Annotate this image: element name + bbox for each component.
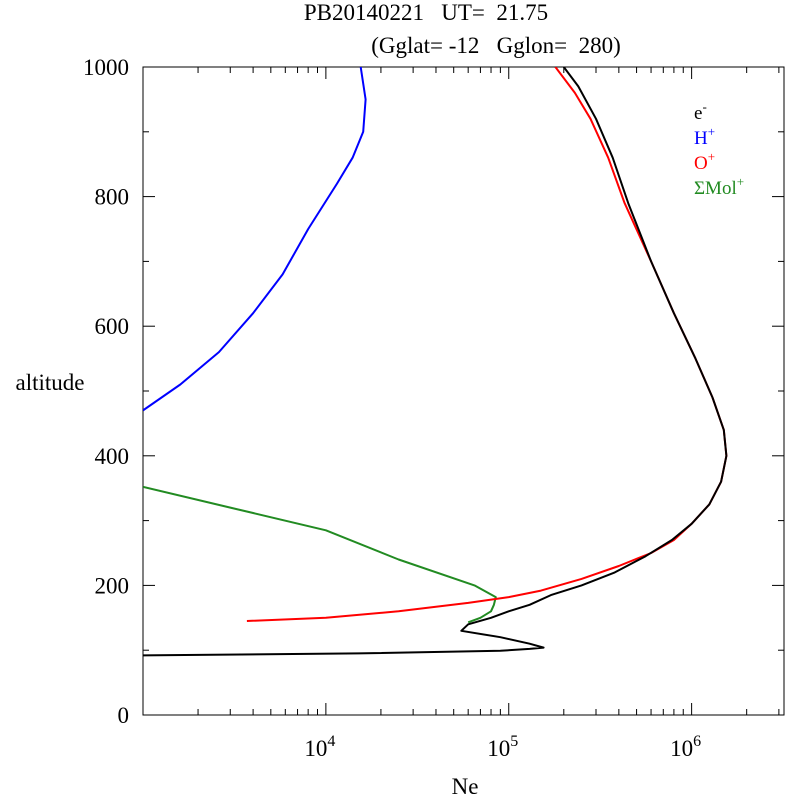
y-tick-label-400: 400: [95, 444, 130, 469]
series-line-h-plus: [143, 67, 367, 412]
chart-title-line1: PB20140221 UT= 21.75: [304, 0, 548, 25]
y-tick-label-600: 600: [95, 314, 130, 339]
legend-label: H: [694, 128, 708, 149]
series-line-electron: [143, 67, 728, 657]
legend-superscript: +: [708, 124, 715, 139]
y-tick-label-800: 800: [95, 185, 130, 210]
x-tick-label-10-6: 106: [670, 733, 701, 761]
legend-electron: e-: [694, 99, 707, 124]
y-tick-label-0: 0: [118, 703, 130, 728]
y-tick-label-1000: 1000: [83, 55, 129, 80]
legend-o-plus: O+: [694, 149, 715, 174]
legend-superscript: +: [708, 149, 715, 164]
legend-label: O: [694, 153, 708, 174]
y-tick-label-200: 200: [95, 573, 130, 598]
x-tick-label-10-5: 105: [487, 733, 518, 761]
x-tick-base: 10: [487, 736, 510, 761]
y-axis-label: altitude: [16, 370, 85, 395]
legend-mol-plus: ΣMol+: [694, 174, 744, 199]
legend: e-H+O+ΣMol+: [694, 99, 744, 199]
chart-title-line2: (Gglat= -12 Gglon= 280): [371, 33, 621, 58]
tick-marks: [142, 66, 784, 716]
plot-frame: [142, 66, 785, 716]
x-tick-exponent: 6: [693, 733, 701, 750]
legend-superscript: -: [702, 99, 706, 114]
series-line-mol-plus: [143, 485, 497, 624]
legend-superscript: +: [737, 174, 744, 189]
x-tick-label-10-4: 104: [304, 733, 335, 761]
x-tick-exponent: 4: [327, 733, 335, 750]
legend-h-plus: H+: [694, 124, 715, 149]
x-tick-exponent: 5: [510, 733, 518, 750]
x-tick-base: 10: [670, 736, 693, 761]
x-axis-label: Ne: [452, 774, 479, 796]
series-line-o-plus: [246, 67, 728, 622]
legend-label: ΣMol: [694, 178, 737, 199]
legend-label: e: [694, 103, 702, 124]
x-tick-base: 10: [304, 736, 327, 761]
